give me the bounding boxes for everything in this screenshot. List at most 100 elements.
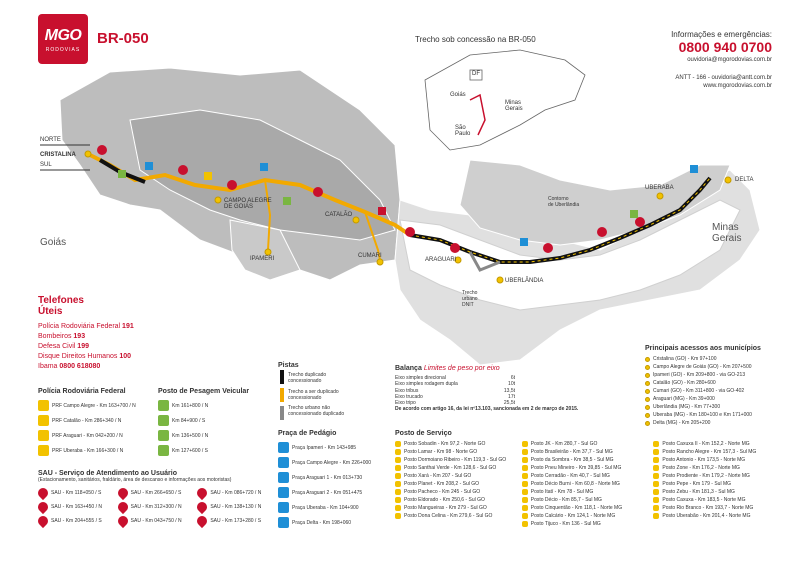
pedagio-item[interactable]: Praça Delta - Km 198+060	[278, 517, 378, 528]
servico-item[interactable]: Posto Caxuxa - Km 183,5 - Norte MG	[653, 497, 775, 503]
pedagio-list: Praça Ipameri - Km 143+985 Praça Campo Al…	[278, 442, 378, 528]
weigh-icon-1[interactable]	[118, 170, 126, 178]
servico-item[interactable]: Posto Cerradão - Km 40,7 - Sul MG	[521, 473, 644, 479]
sau-item[interactable]: SAU - Km 118+050 / S	[35, 486, 114, 501]
sau-pin-5[interactable]	[405, 227, 415, 237]
acesso-item[interactable]: Ipameri (GO) - Km 209+800 - via GO-213	[645, 372, 785, 378]
servico-item[interactable]: Posto Xará - Km 207 - Sul GO	[395, 473, 512, 479]
sau-pin-6[interactable]	[450, 243, 460, 253]
acesso-item[interactable]: Araguari (MG) - Km 39+000	[645, 396, 785, 402]
sau-pin-4[interactable]	[313, 187, 323, 197]
pedagio-item[interactable]: Praça Uberaba - Km 104+900	[278, 502, 378, 513]
servico-item[interactable]: Posto Sobadin - Km 97,2 - Norte GO	[395, 441, 512, 447]
city-dot-icon	[645, 412, 650, 418]
sau-item[interactable]: SAU - Km 043+750 / N	[115, 514, 194, 529]
servico-item[interactable]: Posto Décio Burni - Km 60,8 - Norte MG	[521, 481, 644, 487]
servico-item[interactable]: Posto Santhai Verde - Km 128,6 - Sul GO	[395, 465, 512, 471]
acesso-item[interactable]: Uberaba (MG) - Km 180+100 e Km 171+000	[645, 412, 785, 418]
prf-item[interactable]: PRF Uberaba - Km 166+300 / N	[38, 445, 153, 456]
acesso-item[interactable]: Catalão (GO) - Km 280+600	[645, 380, 785, 386]
pedagio-block: Praça de Pedágio Praça Ipameri - Km 143+…	[278, 430, 378, 532]
servico-item[interactable]: Posto Pneu Mineiro - Km 39,85 - Sul MG	[521, 465, 644, 471]
prf-title: Polícia Rodoviária Federal	[38, 388, 126, 395]
sau-pin-9[interactable]	[635, 217, 645, 227]
servico-label: Posto Cinquentão - Km 118,1 - Norte MG	[530, 505, 623, 511]
servico-item[interactable]: Posto Cinquentão - Km 118,1 - Norte MG	[521, 505, 644, 511]
servico-item[interactable]: Posto Uberabão - Km 201,4 - Norte MG	[653, 513, 775, 519]
pedagio-item[interactable]: Praça Campo Alegre - Km 226+000	[278, 457, 378, 468]
prf-item[interactable]: PRF Araguari - Km 042+200 / N	[38, 430, 153, 441]
servico-item[interactable]: Posto Dormoiano Ribeiro - Km 119,3 - Sul…	[395, 457, 512, 463]
telefone-number: 100	[119, 353, 131, 360]
pedagio-item[interactable]: Praça Araguari 2 - Km 051+475	[278, 487, 378, 498]
servico-item[interactable]: Posto JK - Km 280,7 - Sul GO	[521, 441, 644, 447]
pista-item: Trecho urbano não concessionado duplicad…	[288, 405, 373, 418]
servico-item[interactable]: Posto Lamar - Km 98 - Norte GO	[395, 449, 512, 455]
sau-item[interactable]: SAU - Km 204+555 / S	[35, 514, 114, 529]
toll-icon-2[interactable]	[260, 163, 268, 171]
servico-item[interactable]: Posto Antonio - Km 173,5 - Norte MG	[653, 457, 775, 463]
servico-item[interactable]: Posto Brasileirão - Km 37,7 - Sul MG	[521, 449, 644, 455]
servico-item[interactable]: Posto Itatí - Km 78 - Sul MG	[521, 489, 644, 495]
sau-pin-2[interactable]	[178, 165, 188, 175]
route-duplicated-2-dash	[409, 177, 711, 263]
label-ipameri: IPAMERI	[250, 256, 275, 262]
pesagem-item[interactable]: Km 136+500 / N	[158, 430, 273, 441]
acesso-label: Uberlândia (MG) - Km 77+300	[653, 404, 721, 410]
pesagem-item[interactable]: Km 161+800 / N	[158, 400, 273, 411]
servico-item[interactable]: Posto Pacheco - Km 245 - Sul GO	[395, 489, 512, 495]
servico-label: Posto da Sombra - Km 38,5 - Sul MG	[530, 457, 614, 463]
toll-icon-4[interactable]	[690, 165, 698, 173]
sau-pin-1[interactable]	[97, 145, 107, 155]
servico-item[interactable]: Posto Décio - Km 85,7 - Sul MG	[521, 497, 644, 503]
servico-item[interactable]: Posto Calcário - Km 124,1 - Norte MG	[521, 513, 644, 519]
weigh-icon-3[interactable]	[630, 210, 638, 218]
sau-item[interactable]: SAU - Km 312+300 / N	[115, 500, 194, 515]
toll-icon-1[interactable]	[145, 162, 153, 170]
pista-label: Trecho a ser duplicado concessionado	[288, 388, 339, 401]
sau-item[interactable]: SAU - Km 086+720 / N	[195, 486, 273, 501]
balanca-value: 25,5t	[503, 400, 515, 406]
prf-item-label: PRF Campo Alegre - Km 163+700 / N	[52, 402, 136, 409]
acesso-label: Catalão (GO) - Km 280+600	[653, 380, 716, 386]
servico-item[interactable]: Posto Rancho Alegre - Km 157,3 - Sul MG	[653, 449, 775, 455]
servico-item[interactable]: Posto Zone - Km 176,2 - Norte MG	[653, 465, 775, 471]
sau-item[interactable]: SAU - Km 173+280 / S	[195, 514, 273, 529]
sau-box-icon[interactable]	[378, 207, 386, 215]
acesso-item[interactable]: Delta (MG) - Km 205+200	[645, 420, 785, 426]
servico-label: Posto Lamar - Km 98 - Norte GO	[404, 449, 478, 455]
toll-icon-3[interactable]	[520, 238, 528, 246]
acesso-item[interactable]: Cristalina (GO) - Km 97+100	[645, 356, 785, 362]
sau-pin-3[interactable]	[227, 180, 237, 190]
servico-item[interactable]: Posto Dona Celina - Km 279,6 - Sul GO	[395, 513, 512, 519]
servico-item[interactable]: Posto Rio Branco - Km 193,7 - Norte MG	[653, 505, 775, 511]
prf-item[interactable]: PRF Campo Alegre - Km 163+700 / N	[38, 400, 153, 411]
servico-item[interactable]: Posto da Sombra - Km 38,5 - Sul MG	[521, 457, 644, 463]
servico-item[interactable]: Posto Pepe - Km 179 - Sul MG	[653, 481, 775, 487]
pesagem-item[interactable]: Km 84+900 / S	[158, 415, 273, 426]
balanca-row: Eixo simples rodagem dupla 10t	[395, 381, 515, 387]
pesagem-item[interactable]: Km 127+600 / S	[158, 445, 273, 456]
sau-item[interactable]: SAU - Km 138+130 / N	[195, 500, 273, 515]
sau-pin-8[interactable]	[597, 227, 607, 237]
acesso-item[interactable]: Campo Alegre de Goiás (GO) - Km 207+500	[645, 364, 785, 370]
acesso-item[interactable]: Cumari (GO) - Km 311+800 - via GO-402	[645, 388, 785, 394]
servico-label: Posto Caxuxa II - Km 152,2 - Norte MG	[662, 441, 750, 447]
sau-pin-7[interactable]	[543, 243, 553, 253]
servico-item[interactable]: Posto Zebu - Km 181,3 - Sul MG	[653, 489, 775, 495]
acesso-item[interactable]: Uberlândia (MG) - Km 77+300	[645, 404, 785, 410]
prf-icon-1[interactable]	[204, 172, 212, 180]
pedagio-item[interactable]: Praça Araguari 1 - Km 013+730	[278, 472, 378, 483]
sau-item[interactable]: SAU - Km 163+450 / N	[35, 500, 114, 515]
map-pin-icon	[35, 514, 51, 529]
servico-item[interactable]: Posto Caxuxa II - Km 152,2 - Norte MG	[653, 441, 775, 447]
prf-item[interactable]: PRF Catalão - Km 286+340 / N	[38, 415, 153, 426]
servico-item[interactable]: Posto Tijuco - Km 136 - Sul MG	[521, 521, 644, 527]
weigh-icon-2[interactable]	[283, 197, 291, 205]
sau-item[interactable]: SAU - Km 266+650 / S	[115, 486, 194, 501]
servico-item[interactable]: Posto Prodiente - Km 179,2 - Norte MG	[653, 473, 775, 479]
pedagio-item[interactable]: Praça Ipameri - Km 143+985	[278, 442, 378, 453]
servico-item[interactable]: Posto Eldorado - Km 250,6 - Sul GO	[395, 497, 512, 503]
servico-item[interactable]: Posto Mangueiras - Km 279 - Sul GO	[395, 505, 512, 511]
servico-item[interactable]: Posto Planet - Km 208,2 - Sul GO	[395, 481, 512, 487]
